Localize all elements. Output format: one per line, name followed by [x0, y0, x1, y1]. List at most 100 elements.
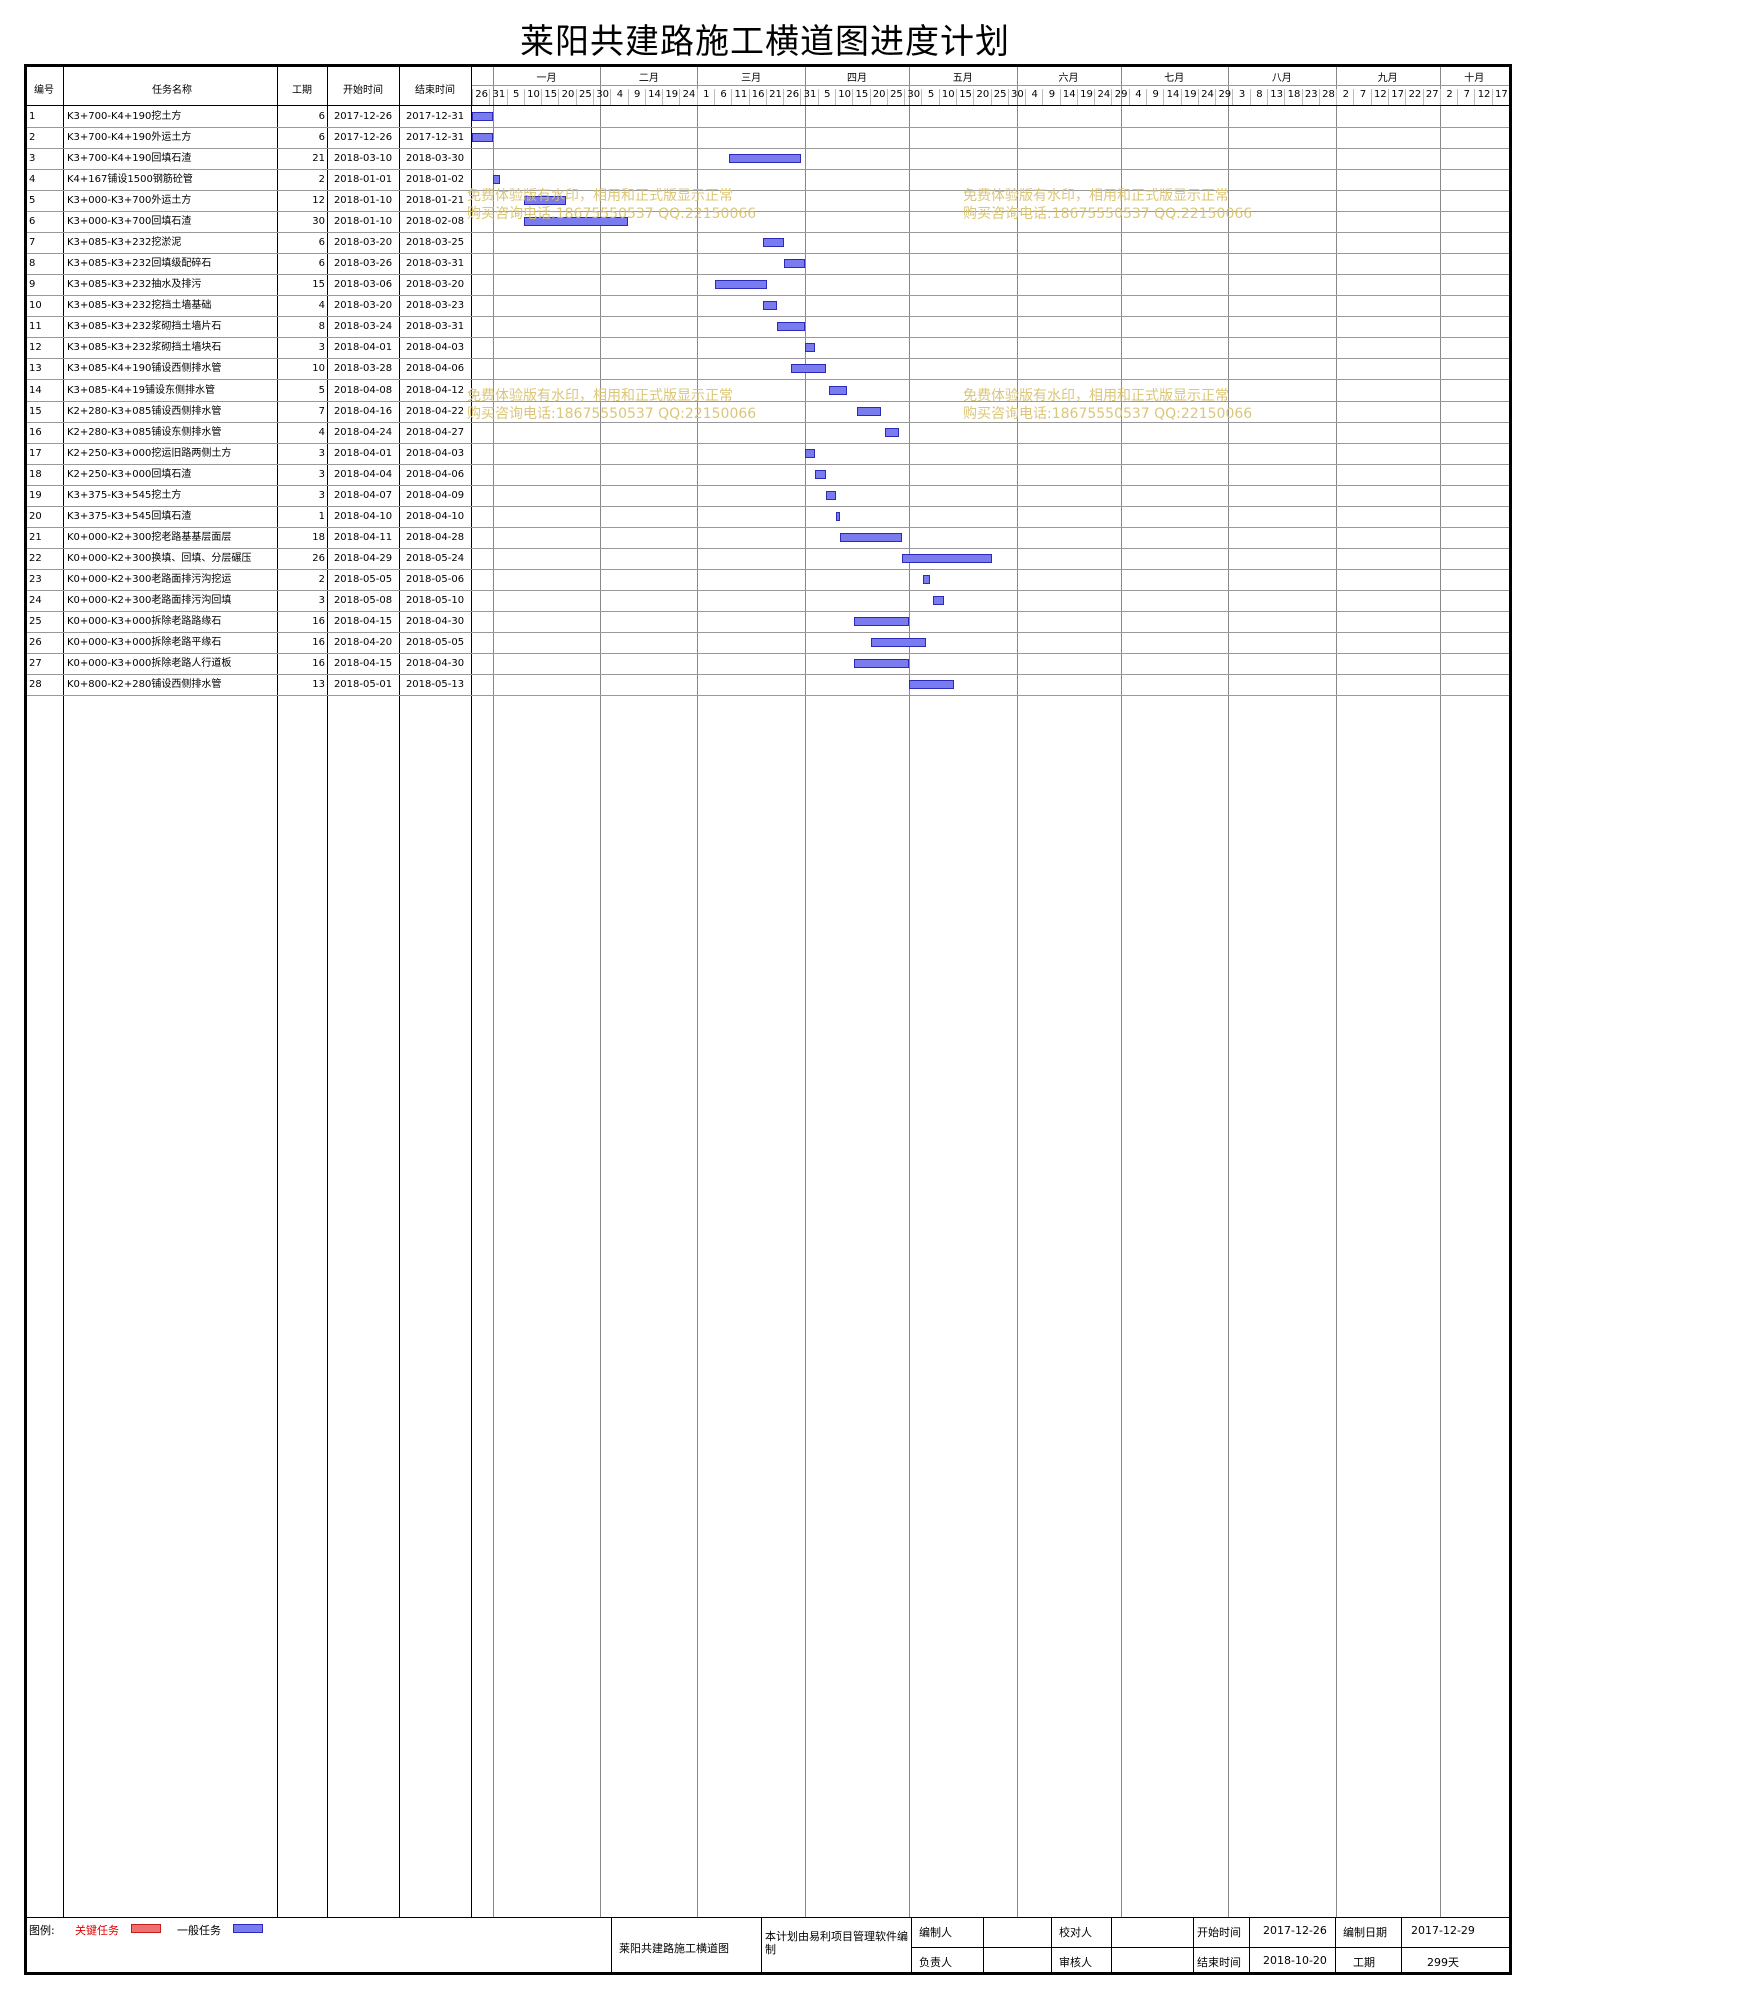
day-tick-label: 20: [558, 89, 576, 105]
task-start-date: 2018-04-20: [333, 637, 393, 648]
task-name: K0+000-K2+300挖老路基基层面层: [67, 531, 232, 543]
day-tick-label: 5: [506, 89, 525, 105]
task-bar[interactable]: [922, 574, 930, 584]
task-bar[interactable]: [884, 427, 899, 437]
task-bar[interactable]: [524, 196, 566, 206]
task-bar[interactable]: [763, 238, 785, 248]
task-bar[interactable]: [472, 112, 493, 121]
task-bar[interactable]: [933, 595, 944, 605]
day-tick-label: 14: [1059, 89, 1078, 105]
task-duration: 21: [312, 153, 325, 165]
task-end-date: 2018-05-05: [405, 637, 465, 648]
table-row: 16 K2+280-K3+085铺设东侧排水管 4 2018-04-24 2018-04…: [27, 422, 1509, 444]
task-end-date: 2018-04-03: [405, 447, 465, 459]
task-bar[interactable]: [870, 638, 927, 647]
day-tick-label: 27: [1422, 89, 1441, 105]
task-end-date: 2018-04-09: [405, 489, 465, 501]
task-end-date: 2018-04-12: [405, 384, 465, 396]
footer-dur-label: 工期: [1353, 1956, 1375, 1969]
task-bar[interactable]: [804, 448, 816, 458]
task-name: K3+700-K4+190挖土方: [67, 111, 182, 122]
task-start-date: 2018-04-01: [333, 447, 393, 459]
month-label: 二月: [638, 73, 659, 84]
day-tick-label: 26: [783, 89, 801, 105]
task-id: 2: [29, 132, 36, 144]
task-name: K0+000-K3+000拆除老路路缘石: [67, 615, 222, 627]
task-bar[interactable]: [815, 469, 826, 479]
task-name: K0+000-K3+000拆除老路平缘石: [67, 637, 222, 648]
task-end-date: 2018-01-21: [405, 195, 465, 207]
task-name: K3+700-K4+190外运土方: [67, 132, 192, 144]
task-name: K3+085-K3+232回填级配碎石: [67, 258, 212, 270]
task-bar[interactable]: [472, 133, 493, 143]
header-name: 任务名称: [152, 85, 192, 96]
task-duration: 4: [318, 426, 325, 438]
table-row: 17 K2+250-K3+000挖运旧路两侧土方 3 2018-04-01 2018-0…: [27, 443, 1509, 465]
task-id: 26: [29, 637, 42, 648]
watermark-line2: 购买咨询电话:18675550537 QQ:22150066: [963, 206, 1253, 222]
task-duration: 18: [312, 531, 325, 543]
task-id: 12: [29, 342, 42, 354]
task-bar[interactable]: [902, 553, 993, 563]
footer-auditor-label: 审核人: [1059, 1956, 1092, 1969]
task-name: K3+085-K3+232浆砌挡土墙块石: [67, 342, 222, 354]
table-row: 6 K3+000-K3+700回填石渣 30 2018-01-10 2018-02-08: [27, 211, 1509, 234]
task-bar[interactable]: [777, 322, 805, 332]
day-tick-label: 9: [1042, 89, 1060, 105]
task-bar[interactable]: [839, 532, 903, 542]
task-bar[interactable]: [853, 616, 909, 626]
task-bar[interactable]: [829, 385, 847, 395]
day-tick-label: 7: [1457, 89, 1475, 105]
task-name: K3+375-K3+545回填石渣: [67, 510, 192, 522]
task-start-date: 2018-05-01: [333, 679, 393, 691]
day-tick-label: 19: [662, 89, 680, 105]
task-duration: 3: [318, 594, 325, 606]
task-bar[interactable]: [784, 259, 805, 269]
task-bar[interactable]: [791, 364, 826, 374]
day-tick-label: 17: [1491, 89, 1509, 105]
task-end-date: 2018-04-10: [405, 510, 465, 522]
task-name: K2+280-K3+085铺设西侧排水管: [67, 405, 222, 417]
task-name: K0+800-K2+280铺设西侧排水管: [67, 679, 222, 691]
day-tick-label: 31: [489, 89, 507, 105]
day-tick-label: 25: [575, 89, 594, 105]
task-end-date: 2018-04-03: [405, 342, 465, 354]
day-tick-label: 15: [955, 89, 974, 105]
table-row: 19 K3+375-K3+545挖土方 3 2018-04-07 2018-04-09: [27, 485, 1509, 507]
task-id: 27: [29, 658, 42, 670]
task-end-date: 2017-12-31: [405, 111, 465, 122]
task-id: 15: [29, 405, 42, 417]
task-duration: 30: [312, 216, 325, 228]
watermark-line2: 购买咨询电话:18675550537 QQ:22150066: [467, 206, 757, 222]
task-bar[interactable]: [908, 680, 955, 690]
task-start-date: 2018-04-08: [333, 384, 393, 396]
footer-start-value: 2017-12-26: [1263, 1924, 1327, 1937]
task-duration: 16: [312, 637, 325, 648]
task-name: K0+000-K2+300换填、回填、分层碾压: [67, 552, 252, 564]
task-bar[interactable]: [856, 406, 882, 416]
task-bar[interactable]: [728, 154, 802, 164]
day-tick-label: 4: [1025, 89, 1043, 105]
task-bar[interactable]: [853, 659, 909, 669]
task-start-date: 2018-05-08: [333, 594, 393, 606]
day-tick-label: 16: [748, 89, 767, 105]
task-bar[interactable]: [714, 280, 767, 290]
task-bar[interactable]: [804, 343, 816, 353]
day-tick-label: 10: [523, 89, 542, 105]
day-tick-label: 25: [886, 89, 905, 105]
task-name: K3+085-K3+232浆砌挡土墙片石: [67, 321, 222, 333]
task-bar[interactable]: [836, 511, 841, 521]
legend-normal-label: 一般任务: [177, 1924, 221, 1937]
task-bar[interactable]: [524, 217, 629, 227]
task-start-date: 2018-03-06: [333, 279, 393, 291]
task-bar[interactable]: [763, 301, 778, 311]
month-gridline: [600, 67, 602, 1917]
day-tick-label: 5: [921, 89, 939, 105]
task-bar[interactable]: [825, 490, 837, 500]
task-id: 11: [29, 321, 42, 333]
day-tick-label: 4: [610, 89, 628, 105]
task-bar[interactable]: [492, 175, 500, 185]
task-duration: 3: [318, 447, 325, 459]
task-end-date: 2018-04-30: [405, 615, 465, 627]
task-start-date: 2018-03-28: [333, 363, 393, 375]
